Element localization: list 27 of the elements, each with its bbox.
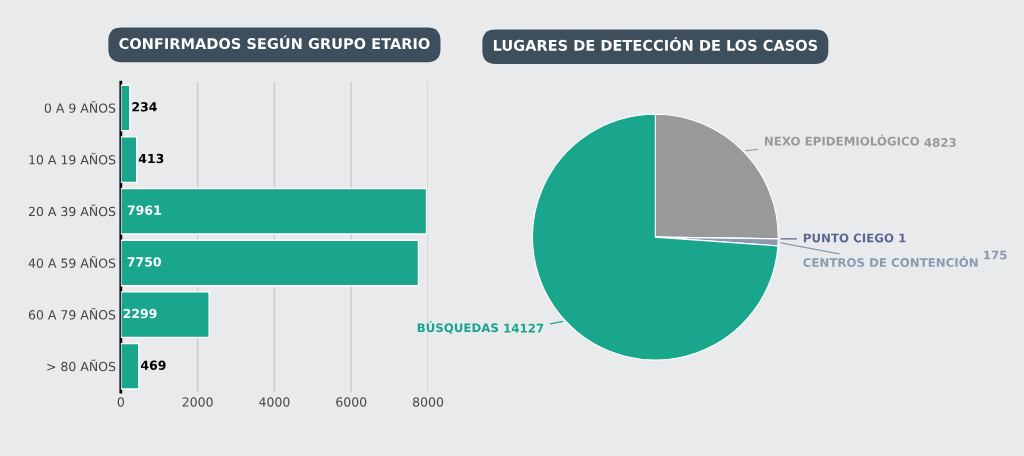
y-tick-label: 20 A 39 AÑOS	[28, 204, 116, 217]
data-label: 2299	[123, 308, 157, 319]
data-label: 175	[984, 250, 1007, 260]
y-tick-label: 10 A 19 AÑOS	[29, 152, 116, 165]
slice-label: PUNTO CIEGO	[803, 233, 894, 243]
data-label: 14127	[504, 323, 544, 333]
data-label: 7961	[127, 205, 161, 215]
x-tick-label: 0	[117, 397, 124, 407]
y-tick-label: 0 A 9 AÑOS	[44, 101, 116, 113]
chart-title: CONFIRMADOS SEGÚN GRUPO ETARIO	[119, 35, 430, 50]
x-tick-label: 8000	[412, 397, 444, 407]
data-label: 234	[132, 102, 157, 112]
x-tick-label: 4000	[259, 397, 290, 407]
y-tick-label: > 80 AÑOS	[47, 359, 116, 372]
slice-label: BÚSQUEDAS	[417, 321, 499, 334]
data-label: 4823	[924, 138, 956, 147]
data-label: 7750	[127, 257, 161, 267]
x-tick-label: 2000	[182, 397, 213, 407]
slice-label: NEXO EPIDEMIOLÓGICO	[764, 134, 920, 146]
chart-title: LUGARES DE DETECCIÓN DE LOS CASOS	[493, 37, 818, 51]
slice-label: CENTROS DE CONTENCIÓN	[803, 255, 978, 267]
x-tick-label: 6000	[336, 397, 367, 407]
y-tick-label: 40 A 59 AÑOS	[28, 256, 116, 268]
data-label: 1	[899, 233, 906, 243]
data-label: 413	[138, 153, 164, 164]
data-label: 469	[140, 360, 166, 370]
y-tick-label: 60 A 79 AÑOS	[28, 307, 116, 320]
